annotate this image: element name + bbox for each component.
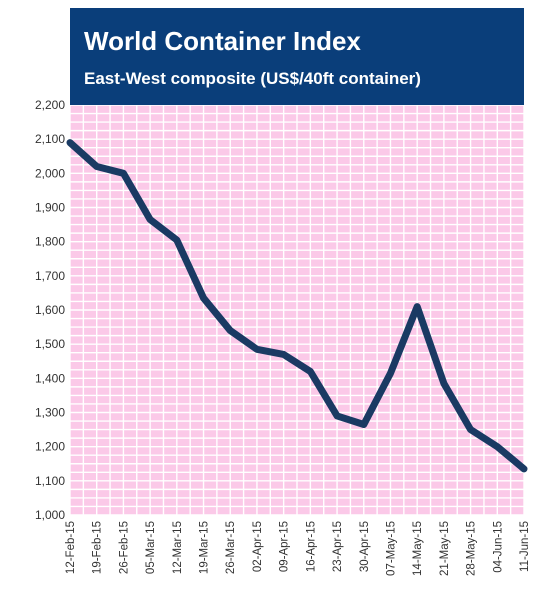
x-tick-label: 19-Feb-15	[92, 521, 104, 574]
x-tick-label: 23-Apr-15	[332, 521, 344, 572]
y-tick-label: 2,100	[35, 132, 65, 146]
y-tick-label: 1,500	[35, 337, 65, 351]
x-tick-label: 16-Apr-15	[305, 521, 317, 572]
series-line	[66, 139, 528, 473]
y-tick-label: 1,200	[35, 440, 65, 454]
x-tick-label: 02-Apr-15	[252, 521, 264, 572]
x-tick-label: 04-Jun-15	[492, 521, 504, 573]
x-tick-label: 26-Mar-15	[225, 521, 237, 574]
y-axis: 1,000 1,100 1,200 1,300 1,400 1,500 1,600 1,700…	[35, 98, 65, 522]
x-tick-label: 26-Feb-15	[118, 521, 130, 574]
x-tick-label: 28-May-15	[466, 521, 478, 576]
x-tick-label: 19-Mar-15	[199, 521, 211, 574]
y-tick-label: 1,600	[35, 303, 65, 317]
y-tick-label: 1,700	[35, 269, 65, 283]
x-tick-label: 12-Mar-15	[172, 521, 184, 574]
y-tick-label: 1,000	[35, 508, 65, 522]
x-tick-label: 11-Jun-15	[519, 521, 531, 572]
x-tick-label: 05-Mar-15	[145, 521, 157, 574]
x-tick-label: 07-May-15	[385, 521, 397, 576]
y-tick-label: 1,300	[35, 406, 65, 420]
x-tick-label: 09-Apr-15	[279, 521, 291, 572]
x-tick-label: 21-May-15	[439, 521, 451, 576]
chart-subtitle: East-West composite (US$/40ft container)	[84, 69, 421, 88]
grid	[69, 104, 525, 516]
x-tick-label: 12-Feb-15	[65, 521, 77, 574]
y-tick-label: 2,200	[35, 98, 65, 112]
y-tick-label: 2,000	[35, 166, 65, 180]
title-banner: World Container Index East-West composit…	[70, 8, 524, 105]
y-tick-label: 1,100	[35, 474, 65, 488]
y-tick-label: 1,800	[35, 235, 65, 249]
x-axis: 12-Feb-15 19-Feb-15 26-Feb-15 05-Mar-15 12-M…	[65, 521, 531, 576]
x-tick-label: 14-May-15	[412, 521, 424, 576]
y-tick-label: 1,900	[35, 201, 65, 215]
x-tick-label: 30-Apr-15	[359, 521, 371, 572]
chart-title: World Container Index	[84, 26, 361, 56]
y-tick-label: 1,400	[35, 371, 65, 385]
